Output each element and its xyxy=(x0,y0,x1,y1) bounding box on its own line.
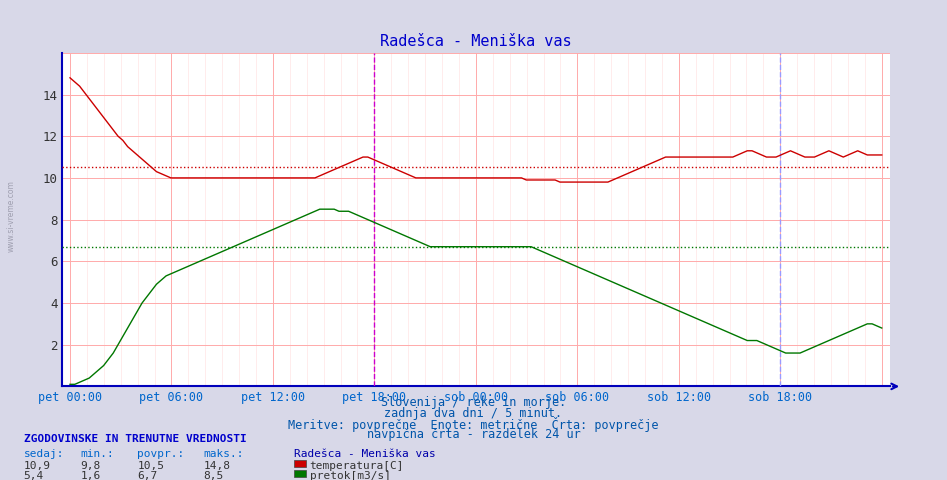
Text: min.:: min.: xyxy=(80,449,115,459)
Text: navpična črta - razdelek 24 ur: navpična črta - razdelek 24 ur xyxy=(366,428,581,441)
Text: 5,4: 5,4 xyxy=(24,471,44,480)
Text: zadnja dva dni / 5 minut.: zadnja dva dni / 5 minut. xyxy=(384,407,563,420)
Text: 1,6: 1,6 xyxy=(80,471,100,480)
Text: sedaj:: sedaj: xyxy=(24,449,64,459)
Text: maks.:: maks.: xyxy=(204,449,244,459)
Text: povpr.:: povpr.: xyxy=(137,449,185,459)
Text: temperatura[C]: temperatura[C] xyxy=(310,461,404,471)
Text: Meritve: povprečne  Enote: metrične  Črta: povprečje: Meritve: povprečne Enote: metrične Črta:… xyxy=(288,417,659,432)
Text: www.si-vreme.com: www.si-vreme.com xyxy=(7,180,16,252)
Text: pretok[m3/s]: pretok[m3/s] xyxy=(310,471,391,480)
Text: Radešca - Meniška vas: Radešca - Meniška vas xyxy=(294,449,436,459)
Text: Slovenija / reke in morje.: Slovenija / reke in morje. xyxy=(381,396,566,409)
Text: 9,8: 9,8 xyxy=(80,461,100,471)
Text: 6,7: 6,7 xyxy=(137,471,157,480)
Title: Radešca - Meniška vas: Radešca - Meniška vas xyxy=(380,34,572,49)
Text: 10,9: 10,9 xyxy=(24,461,51,471)
Text: 14,8: 14,8 xyxy=(204,461,231,471)
Text: ZGODOVINSKE IN TRENUTNE VREDNOSTI: ZGODOVINSKE IN TRENUTNE VREDNOSTI xyxy=(24,434,246,444)
Text: 10,5: 10,5 xyxy=(137,461,165,471)
Text: 8,5: 8,5 xyxy=(204,471,223,480)
